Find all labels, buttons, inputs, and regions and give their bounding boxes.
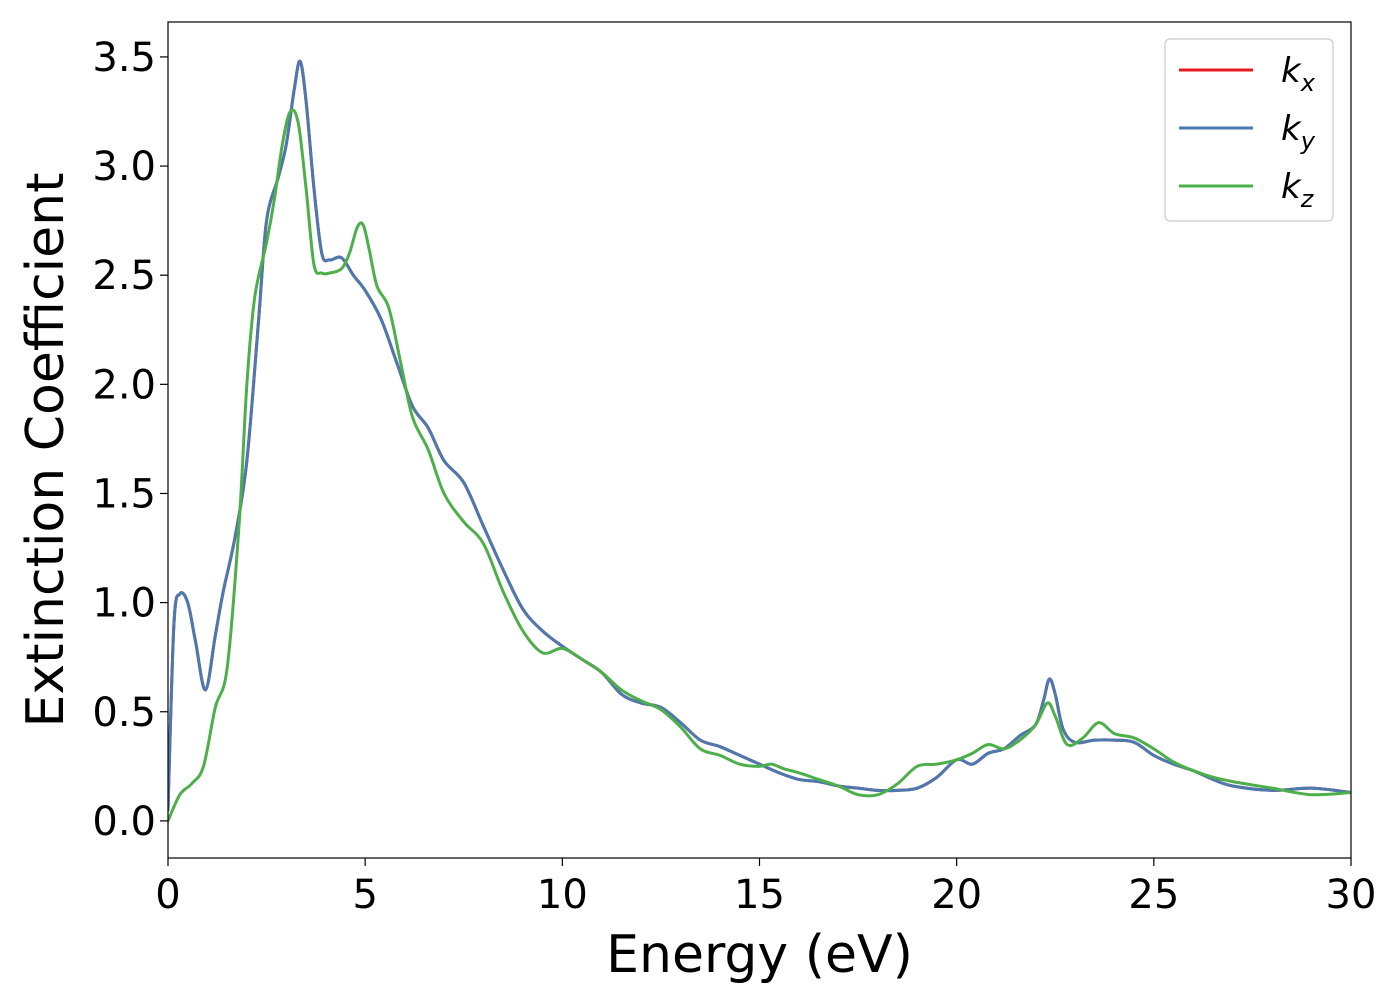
- legend-label-main: k: [1281, 109, 1302, 149]
- y-tick-label: 2.0: [92, 362, 156, 408]
- series-layer: [168, 59, 1351, 823]
- legend-box: [1164, 38, 1334, 222]
- x-tick-label: 30: [1326, 872, 1377, 918]
- legend-label-subscript: z: [1300, 185, 1315, 213]
- x-axis-ticks: 0 5 10 15 20 25 30: [155, 858, 1376, 918]
- legend-label-k-y: ky: [1281, 109, 1316, 155]
- legend-label-main: k: [1281, 51, 1302, 91]
- y-axis-ticks: 0.0 0.5 1.0 1.5 2.0 2.5 3.0 3.5: [92, 35, 168, 845]
- y-tick-label: 0.0: [92, 799, 156, 845]
- x-tick-label: 10: [537, 872, 588, 918]
- legend-label-k-z: kz: [1281, 167, 1315, 213]
- y-tick-label: 3.0: [92, 144, 156, 190]
- legend-label-subscript: y: [1300, 127, 1316, 155]
- x-axis-label: Energy (eV): [606, 925, 913, 985]
- y-tick-label: 3.5: [92, 35, 156, 81]
- y-tick-label: 1.5: [92, 471, 156, 517]
- x-tick-label: 25: [1128, 872, 1179, 918]
- y-tick-label: 2.5: [92, 253, 156, 299]
- x-tick-label: 20: [931, 872, 982, 918]
- y-tick-label: 1.0: [92, 581, 156, 627]
- series-line-k-z: [168, 108, 1351, 823]
- y-tick-label: 0.5: [92, 690, 156, 736]
- y-axis-label: Extinction Coefficient: [16, 173, 76, 728]
- legend-label-k-x: kx: [1281, 51, 1316, 97]
- legend-label-main: k: [1281, 167, 1302, 207]
- x-tick-label: 0: [155, 872, 180, 918]
- series-line-k-y: [168, 59, 1351, 812]
- x-tick-label: 15: [734, 872, 785, 918]
- x-tick-label: 5: [352, 872, 377, 918]
- legend-label-subscript: x: [1300, 69, 1316, 97]
